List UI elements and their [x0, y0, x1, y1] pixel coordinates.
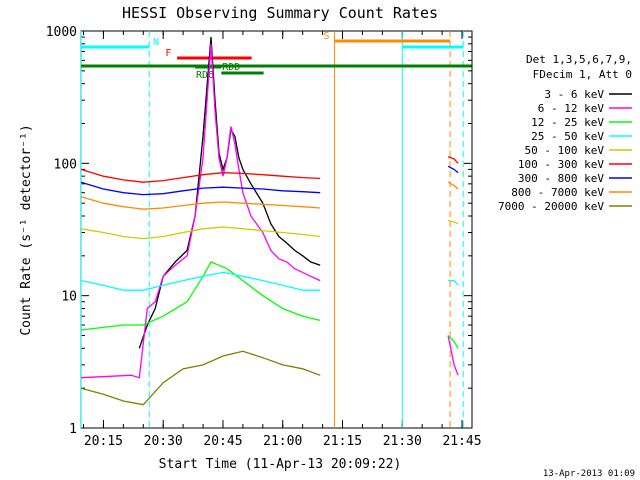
annotation-label: RDD — [222, 62, 240, 73]
series-line-3 — [448, 279, 459, 286]
x-tick-label: 21:15 — [323, 434, 362, 449]
series-line-2 — [81, 261, 321, 331]
legend-label: 12 - 25 keV — [531, 116, 604, 129]
plot-area: 1 10 100 1000 20:15 20:30 20:45 21:00 21:15 21:30… — [46, 25, 632, 449]
series-line-1 — [447, 335, 459, 376]
legend-header-line-1: Det 1,3,5,6,7,9, — [526, 53, 632, 66]
annotation-label: S — [324, 31, 330, 42]
x-tick-label: 20:30 — [144, 434, 183, 449]
y-tick-label: 1000 — [46, 25, 77, 40]
x-tick-label: 21:30 — [383, 434, 422, 449]
legend-label: 6 - 12 keV — [538, 102, 605, 115]
chart-title: HESSI Observing Summary Count Rates — [122, 4, 438, 22]
series-line-4 — [80, 226, 321, 240]
series-line-4 — [447, 219, 459, 225]
series-line-3 — [80, 271, 321, 291]
legend-label: 3 - 6 keV — [544, 88, 604, 101]
annotation-label: N — [153, 37, 159, 48]
legend-label: 7000 - 20000 keV — [498, 200, 604, 213]
series-line-5 — [80, 168, 321, 183]
x-tick-label: 20:15 — [84, 434, 123, 449]
x-axis-label: Start Time (11-Apr-13 20:09:22) — [159, 457, 402, 472]
y-tick-label: 100 — [54, 157, 77, 172]
series-line-2 — [447, 335, 459, 349]
series-line-7 — [447, 181, 459, 190]
legend-label: 25 - 50 keV — [531, 130, 604, 143]
footer-timestamp: 13-Apr-2013 01:09 — [543, 469, 635, 479]
x-tick-label: 21:45 — [442, 434, 481, 449]
series-line-6 — [447, 165, 459, 174]
plot-frame — [80, 30, 473, 429]
y-tick-label: 1 — [69, 422, 77, 437]
series-line-1 — [81, 43, 321, 379]
series-line-7 — [80, 196, 321, 210]
annotation-label: RD6 — [196, 70, 214, 81]
annotation-label: F — [165, 48, 171, 59]
series-line-5 — [447, 156, 459, 164]
series-line-8 — [80, 350, 321, 406]
legend-label: 50 - 100 keV — [525, 144, 605, 157]
y-axis-label: Count Rate (s⁻¹ detector⁻¹) — [19, 124, 34, 335]
legend-label: 800 - 7000 keV — [511, 186, 604, 199]
x-tick-label: 21:00 — [263, 434, 302, 449]
legend-label: 100 - 300 keV — [518, 158, 604, 171]
series-line-6 — [80, 181, 321, 196]
legend-header-line-2: FDecim 1, Att 0 — [533, 68, 632, 81]
y-tick-label: 10 — [61, 290, 77, 305]
x-tick-label: 20:45 — [203, 434, 242, 449]
legend-label: 300 - 800 keV — [518, 172, 604, 185]
